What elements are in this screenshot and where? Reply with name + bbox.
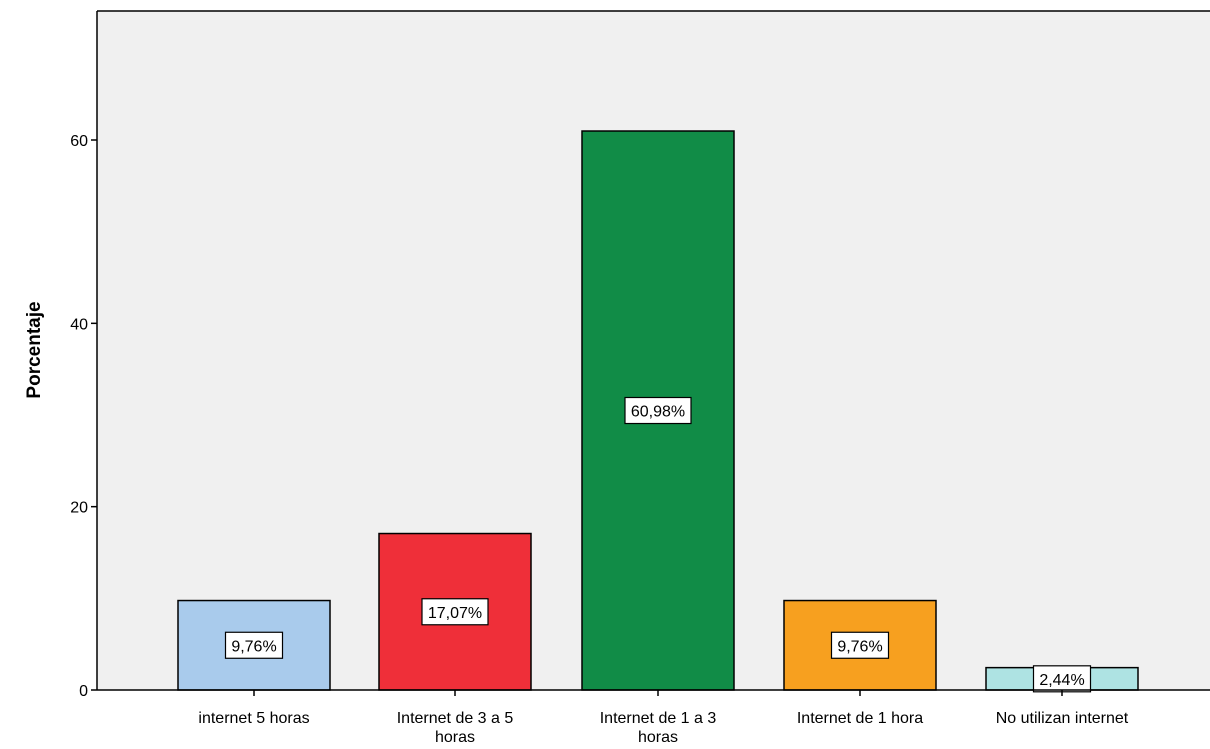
x-tick-label-line: horas [638, 729, 678, 746]
data-label-text: 9,76% [231, 638, 276, 655]
data-label: 9,76% [830, 631, 890, 659]
y-tick-label: 0 [79, 683, 88, 700]
y-tick-label: 40 [70, 316, 88, 333]
data-label-box [224, 631, 284, 659]
x-tick-label: Internet de 1 hora [797, 710, 923, 727]
data-label-text: 9,76% [837, 638, 882, 655]
x-tick-label-line: horas [435, 729, 475, 746]
x-tick-label: Internet de 3 a 5 horas [397, 710, 514, 746]
data-label: 2,44% [1032, 665, 1092, 693]
data-label: 17,07% [421, 598, 489, 626]
data-label-text: 60,98% [631, 404, 685, 421]
data-label: 9,76% [224, 631, 284, 659]
data-label-text: 17,07% [428, 605, 482, 622]
x-tick-label-line: internet 5 horas [198, 710, 309, 727]
x-tick-label: Internet de 1 a 3 horas [600, 710, 717, 746]
data-label-box [624, 396, 692, 425]
x-tick-label: internet 5 horas [198, 710, 309, 727]
x-tick-label-line: No utilizan internet [996, 710, 1129, 727]
data-label-box [421, 598, 489, 626]
y-axis-label: Porcentaje [24, 301, 45, 398]
x-tick-label-line: Internet de 1 a 3 [600, 710, 717, 727]
data-label: 60,98% [624, 396, 692, 425]
x-tick-label-line: Internet de 1 hora [797, 710, 923, 727]
x-tick-label-line: Internet de 3 a 5 [397, 710, 514, 727]
y-tick-label: 20 [70, 500, 88, 517]
data-label-box [830, 631, 890, 659]
x-tick-label: No utilizan internet [996, 710, 1129, 727]
y-tick-label: 60 [70, 133, 88, 150]
data-label-text: 2,44% [1039, 672, 1084, 689]
